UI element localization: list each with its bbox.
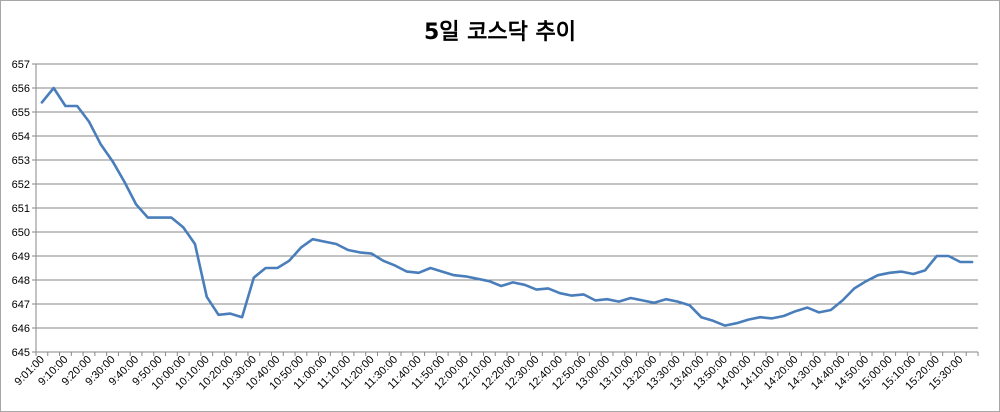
data-point <box>959 261 961 263</box>
data-point <box>594 299 596 301</box>
data-point <box>747 318 749 320</box>
data-point <box>841 299 843 301</box>
data-point <box>853 287 855 289</box>
data-point <box>523 284 525 286</box>
data-point <box>441 270 443 272</box>
data-point <box>264 267 266 269</box>
data-point <box>206 296 208 298</box>
data-point <box>158 216 160 218</box>
data-point <box>688 304 690 306</box>
data-point <box>783 315 785 317</box>
data-point <box>653 302 655 304</box>
data-point <box>170 216 172 218</box>
data-point <box>830 309 832 311</box>
data-point <box>606 298 608 300</box>
data-point <box>52 87 54 89</box>
data-point <box>276 267 278 269</box>
data-point <box>253 276 255 278</box>
y-tick-label: 655 <box>12 107 30 119</box>
data-point <box>111 160 113 162</box>
data-point <box>394 264 396 266</box>
data-point <box>135 203 137 205</box>
data-point <box>500 285 502 287</box>
data-point <box>877 274 879 276</box>
data-point <box>559 292 561 294</box>
data-point <box>924 269 926 271</box>
data-point <box>382 260 384 262</box>
data-point <box>217 314 219 316</box>
data-point <box>818 311 820 313</box>
data-point <box>794 310 796 312</box>
data-point <box>323 240 325 242</box>
data-point <box>123 180 125 182</box>
data-point <box>912 273 914 275</box>
data-point <box>335 243 337 245</box>
data-point <box>359 251 361 253</box>
data-point <box>677 300 679 302</box>
data-point <box>641 299 643 301</box>
series-line <box>40 86 974 327</box>
data-point <box>347 249 349 251</box>
data-point <box>947 255 949 257</box>
y-tick-label: 648 <box>12 275 30 287</box>
data-point <box>229 312 231 314</box>
y-tick-label: 646 <box>12 323 30 335</box>
data-point <box>712 320 714 322</box>
data-point <box>900 270 902 272</box>
y-tick-label: 657 <box>12 59 30 71</box>
data-point <box>582 293 584 295</box>
data-point <box>100 143 102 145</box>
data-point <box>724 324 726 326</box>
data-point <box>417 272 419 274</box>
data-point <box>88 120 90 122</box>
data-point <box>936 255 938 257</box>
data-point <box>476 278 478 280</box>
data-point <box>888 272 890 274</box>
data-point <box>806 306 808 308</box>
y-tick-label: 651 <box>12 203 30 215</box>
data-point <box>370 252 372 254</box>
data-point <box>618 300 620 302</box>
data-point <box>182 226 184 228</box>
data-point <box>547 287 549 289</box>
data-point <box>64 105 66 107</box>
data-point <box>759 316 761 318</box>
data-point <box>241 316 243 318</box>
data-point <box>488 280 490 282</box>
data-point <box>300 246 302 248</box>
y-tick-label: 653 <box>12 155 30 167</box>
y-tick-label: 649 <box>12 251 30 263</box>
data-point <box>865 280 867 282</box>
y-tick-label: 650 <box>12 227 30 239</box>
data-point <box>76 105 78 107</box>
data-point <box>194 243 196 245</box>
data-point <box>465 275 467 277</box>
data-point <box>147 216 149 218</box>
data-point <box>771 317 773 319</box>
data-point <box>535 288 537 290</box>
data-point <box>453 274 455 276</box>
data-point <box>571 294 573 296</box>
data-point <box>971 261 973 263</box>
data-point <box>312 238 314 240</box>
data-point <box>41 101 43 103</box>
data-point <box>735 322 737 324</box>
y-tick-label: 647 <box>12 299 30 311</box>
chart-title: 5일 코스닥 추이 <box>423 20 577 45</box>
data-point <box>700 316 702 318</box>
data-point <box>629 297 631 299</box>
y-tick-label: 654 <box>12 131 30 143</box>
y-tick-label: 645 <box>12 347 30 359</box>
data-point <box>288 260 290 262</box>
data-point <box>406 270 408 272</box>
data-point <box>429 267 431 269</box>
data-point <box>512 281 514 283</box>
data-point <box>665 298 667 300</box>
y-tick-label: 652 <box>12 179 30 191</box>
y-tick-label: 656 <box>12 83 30 95</box>
